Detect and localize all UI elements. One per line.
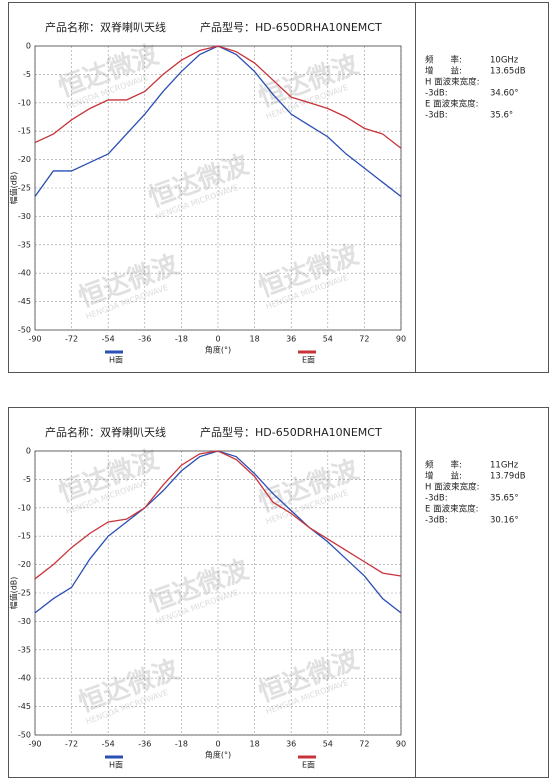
- spec-label: -3dB:: [425, 494, 448, 504]
- legend-label: E面: [302, 356, 315, 365]
- y-tick-label: -30: [18, 617, 31, 626]
- x-tick-label: 54: [323, 740, 333, 749]
- x-tick-label: -90: [28, 335, 41, 344]
- panel: 产品名称：双脊喇叭天线 产品型号：HD-650DRHA10NEMCT恒达微波HEN…: [8, 2, 549, 373]
- x-tick-label: -36: [138, 740, 151, 749]
- y-tick-label: -45: [18, 297, 31, 306]
- series-line: [34, 450, 402, 580]
- spec-value: 35.6°: [490, 111, 513, 121]
- x-tick-label: 18: [250, 740, 260, 749]
- y-tick-label: -15: [18, 127, 31, 136]
- x-axis-label: 角度(°): [205, 750, 231, 760]
- panel-border: [8, 407, 549, 778]
- y-tick-label: -20: [18, 155, 31, 164]
- spec-label: 频 率:: [425, 460, 462, 471]
- y-tick-label: -10: [18, 98, 31, 107]
- x-tick-label: 90: [396, 335, 406, 344]
- y-tick-label: -45: [18, 702, 31, 711]
- spec-label: 频 率:: [425, 55, 462, 66]
- y-tick-label: -15: [18, 532, 31, 541]
- y-tick-label: -10: [18, 503, 31, 512]
- chart-title: 产品名称：双脊喇叭天线: [45, 20, 166, 34]
- x-tick-label: -18: [175, 740, 188, 749]
- y-tick-label: -5: [23, 70, 31, 79]
- y-tick-label: -25: [18, 184, 31, 193]
- legend-label: H面: [109, 761, 123, 770]
- y-tick-label: 0: [26, 447, 31, 456]
- legend-label: H面: [109, 356, 123, 365]
- x-tick-label: 0: [215, 335, 220, 344]
- spec-value: 11GHz: [490, 461, 519, 471]
- x-tick-label: -18: [175, 335, 188, 344]
- x-tick-label: -54: [102, 740, 115, 749]
- x-tick-label: -90: [28, 740, 41, 749]
- spec-value: 35.65°: [490, 494, 519, 504]
- y-tick-label: -20: [18, 560, 31, 569]
- x-tick-label: 0: [215, 740, 220, 749]
- spec-value: 34.60°: [490, 89, 519, 99]
- x-tick-label: 72: [359, 335, 369, 344]
- model-number: 产品型号：HD-650DRHA10NEMCT: [200, 20, 382, 34]
- spec-label: H 面波束宽度:: [425, 77, 479, 88]
- y-tick-label: -40: [18, 674, 31, 683]
- panel: 产品名称：双脊喇叭天线 产品型号：HD-650DRHA10NEMCT恒达微波HEN…: [8, 407, 549, 778]
- spec-value: 13.65dB: [490, 67, 526, 77]
- x-tick-label: 90: [396, 740, 406, 749]
- chart-title: 产品名称：双脊喇叭天线: [45, 425, 166, 439]
- spec-value: 30.16°: [490, 516, 519, 526]
- spec-label: -3dB:: [425, 89, 448, 99]
- spec-value: 10GHz: [490, 56, 519, 66]
- legend-label: E面: [302, 761, 315, 770]
- spec-label: H 面波束宽度:: [425, 482, 479, 493]
- spec-label: E 面波束宽度:: [425, 99, 478, 110]
- y-tick-label: -50: [18, 326, 31, 335]
- spec-label: -3dB:: [425, 111, 448, 121]
- y-axis-label: 幅值(dB): [9, 172, 19, 205]
- y-tick-label: 0: [26, 42, 31, 51]
- x-tick-label: -36: [138, 335, 151, 344]
- x-tick-label: 54: [323, 335, 333, 344]
- y-tick-label: -50: [18, 731, 31, 740]
- x-tick-label: 72: [359, 740, 369, 749]
- x-tick-label: -72: [65, 335, 78, 344]
- x-tick-label: 36: [286, 740, 296, 749]
- x-tick-label: 36: [286, 335, 296, 344]
- x-tick-label: -54: [102, 335, 115, 344]
- y-axis-label: 幅值(dB): [9, 577, 19, 610]
- y-tick-label: -5: [23, 475, 31, 484]
- series-line: [34, 45, 402, 149]
- spec-label: -3dB:: [425, 516, 448, 526]
- spec-label: 增 益:: [425, 471, 462, 482]
- spec-label: 增 益:: [425, 66, 462, 77]
- spec-value: 13.79dB: [490, 472, 526, 482]
- y-tick-label: -30: [18, 212, 31, 221]
- spec-label: E 面波束宽度:: [425, 504, 478, 515]
- x-tick-label: -72: [65, 740, 78, 749]
- x-tick-label: 18: [250, 335, 260, 344]
- x-axis-label: 角度(°): [205, 345, 231, 355]
- y-tick-label: -25: [18, 589, 31, 598]
- model-number: 产品型号：HD-650DRHA10NEMCT: [200, 425, 382, 439]
- y-tick-label: -35: [18, 240, 31, 249]
- y-tick-label: -35: [18, 645, 31, 654]
- y-tick-label: -40: [18, 269, 31, 278]
- panel-border: [8, 2, 549, 373]
